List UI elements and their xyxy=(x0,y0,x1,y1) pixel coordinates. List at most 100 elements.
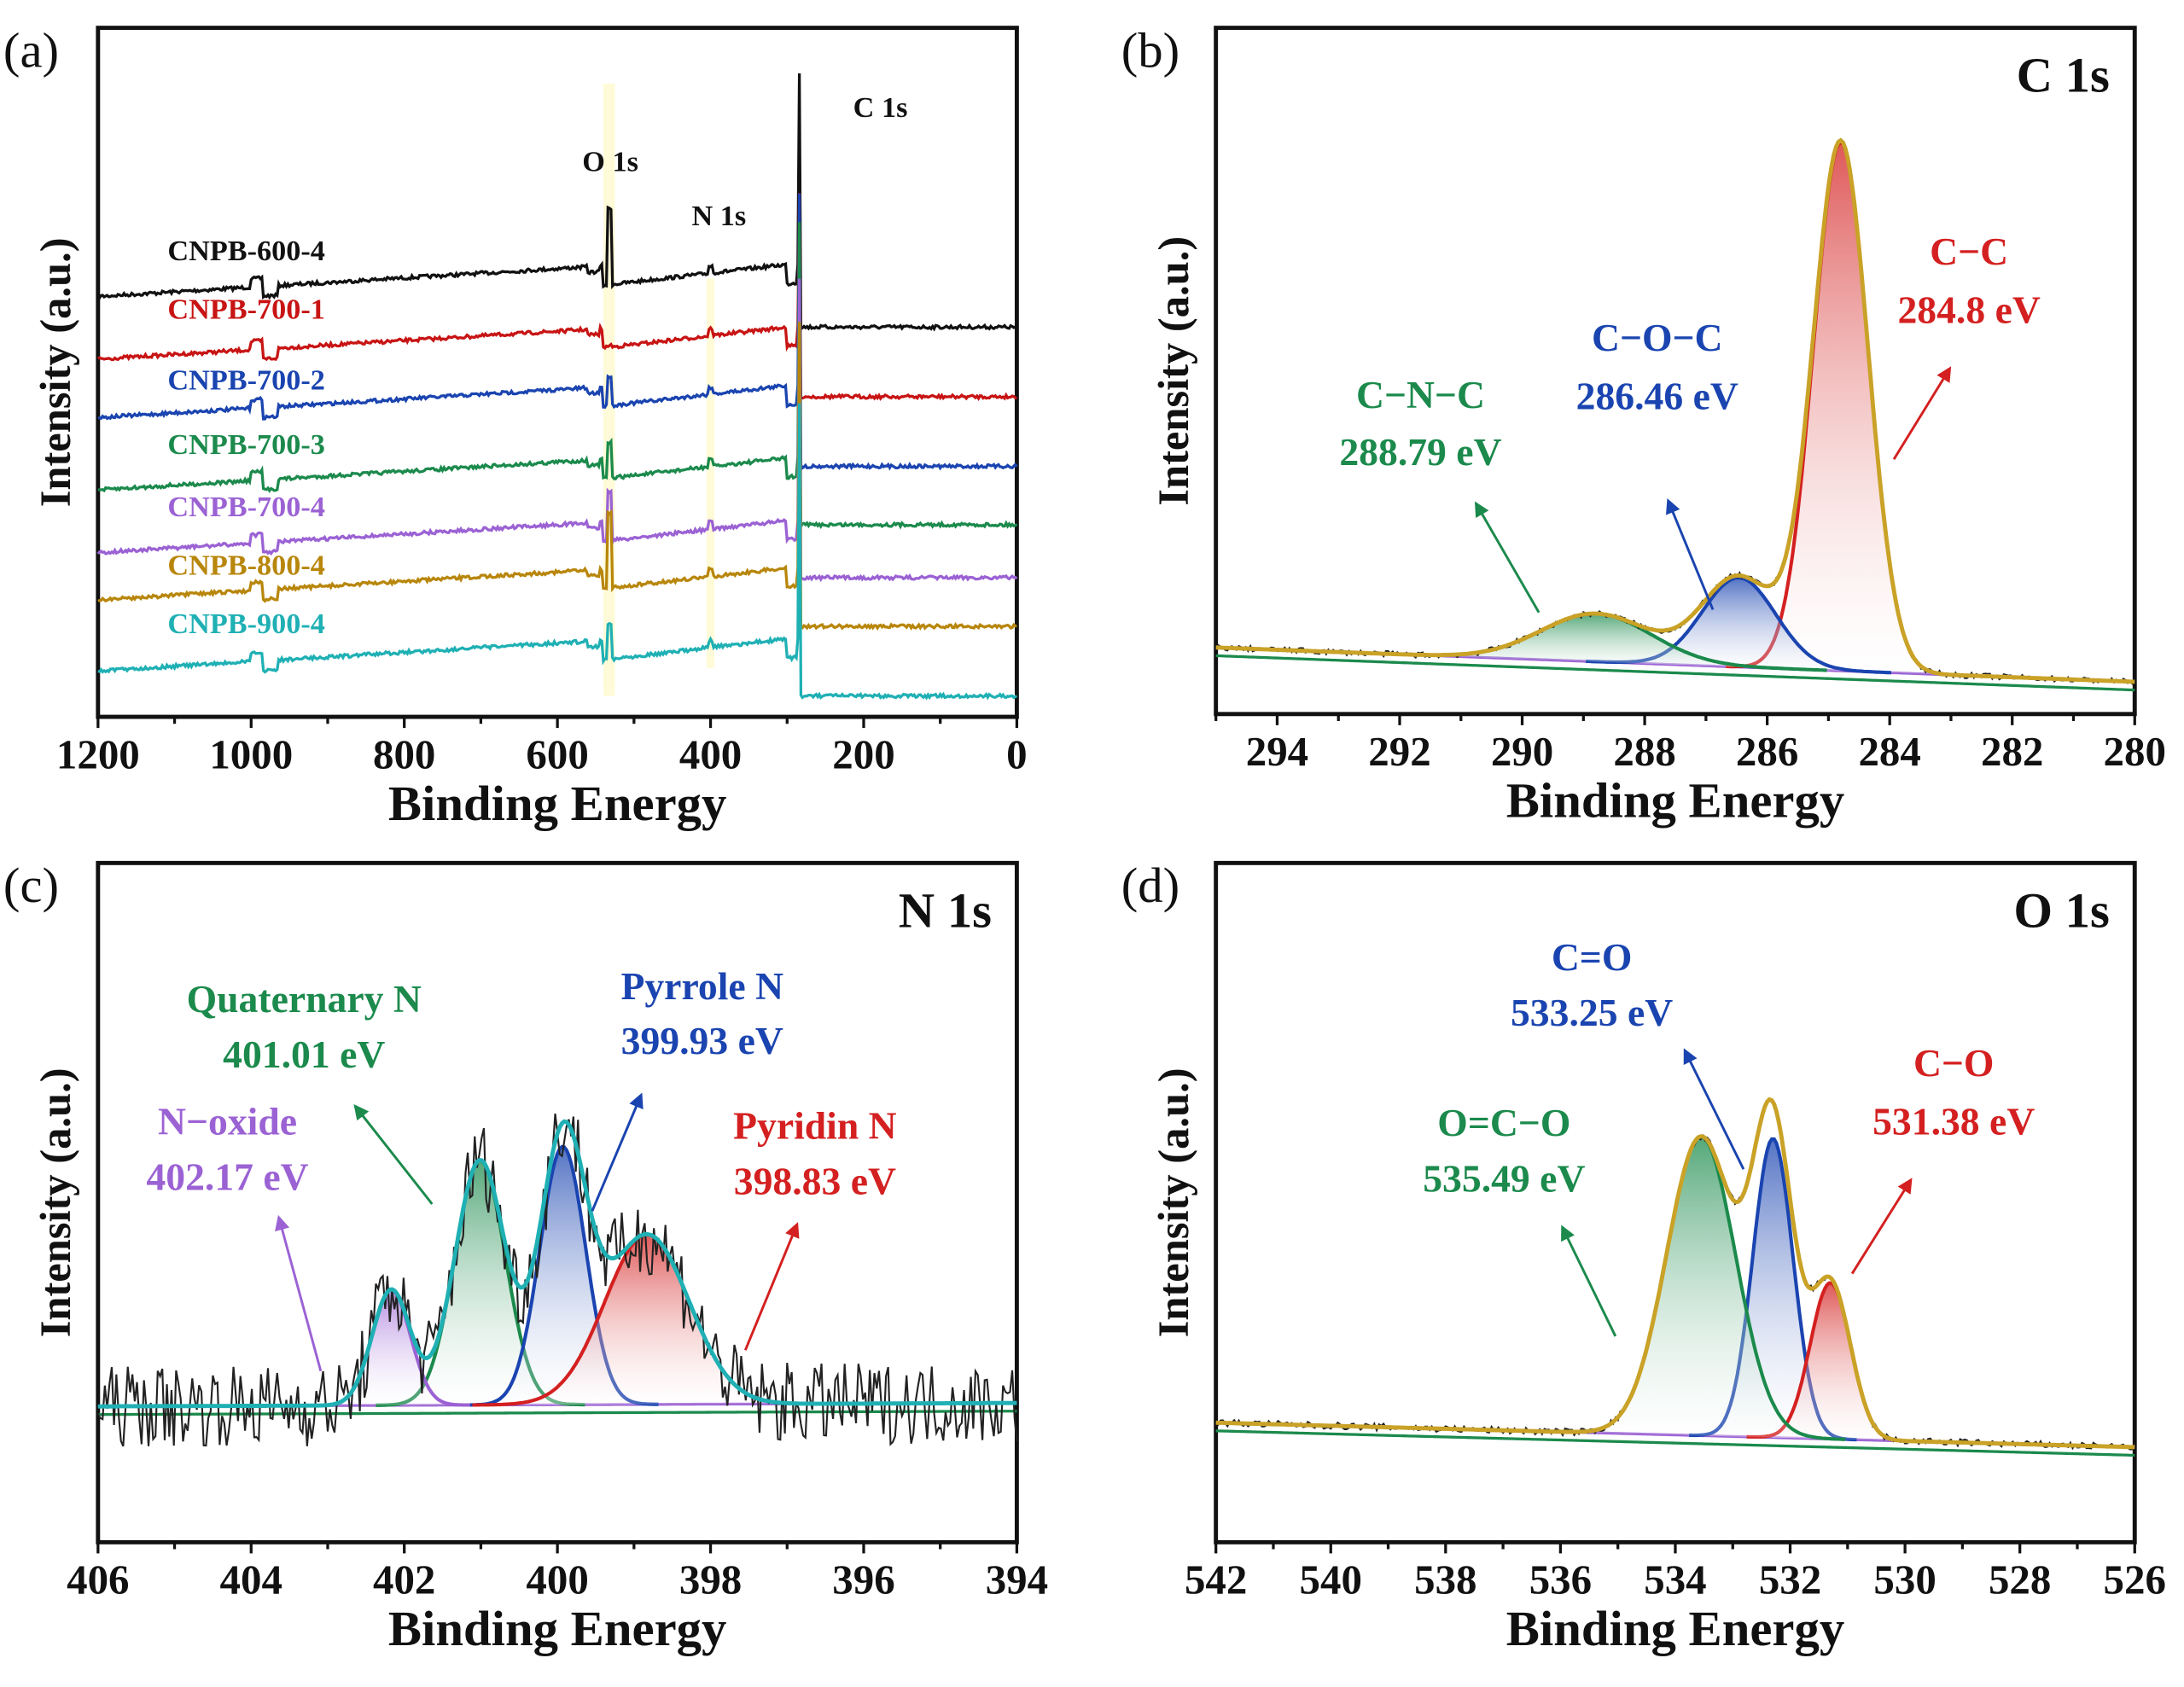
panel-title: C 1s xyxy=(2017,48,2110,103)
background-line xyxy=(1215,1429,2135,1457)
component-label: C−O xyxy=(1913,1041,1995,1085)
annotation-arrow xyxy=(1850,1178,1913,1275)
x-tick-label: 600 xyxy=(526,730,588,777)
annotation-arrow xyxy=(275,1214,323,1372)
component-fill xyxy=(1746,1283,1914,1442)
legend-label: CNPB-700-3 xyxy=(167,428,325,461)
x-tick-label: 532 xyxy=(1759,1556,1821,1603)
legend-label: CNPB-900-4 xyxy=(167,608,325,640)
annotation-arrow xyxy=(1474,501,1540,614)
component-energy-label: 286.46 eV xyxy=(1576,375,1738,418)
panel-label: (b) xyxy=(1121,22,1179,78)
fit-envelope-line xyxy=(97,1119,1017,1409)
panel-label: (c) xyxy=(3,858,59,913)
x-tick-label: 290 xyxy=(1491,728,1553,775)
component-label: Pyridin N xyxy=(733,1103,897,1147)
x-tick-label: 282 xyxy=(1981,728,2043,775)
annotation-arrow xyxy=(591,1092,644,1212)
component-fill xyxy=(472,1234,822,1405)
survey-spectrum-line xyxy=(96,278,1018,583)
plot-frame xyxy=(1214,26,2137,717)
component-label: C−N−C xyxy=(1356,373,1485,416)
legend-label: CNPB-700-1 xyxy=(167,294,325,326)
x-tick-label: 526 xyxy=(2104,1556,2166,1603)
component-energy-label: 402.17 eV xyxy=(146,1155,308,1199)
n1s-highlight xyxy=(707,278,715,668)
x-tick-label: 402 xyxy=(373,1556,435,1603)
annotation-arrow xyxy=(743,1222,800,1351)
x-tick-label: 542 xyxy=(1185,1556,1247,1603)
x-tick-label: 394 xyxy=(986,1556,1048,1603)
x-tick-label: 396 xyxy=(832,1556,894,1603)
x-axis-label: Binding Energy xyxy=(388,1601,726,1656)
x-tick-label: 294 xyxy=(1246,728,1308,775)
survey-spectrum-line xyxy=(97,193,1017,401)
x-axis-label: Binding Energy xyxy=(1506,1601,1844,1656)
x-tick-label: 284 xyxy=(1858,728,1920,775)
panel-b: 294 292 290 288 286 284 282 280 Binding Energy In… xyxy=(1121,22,2166,828)
panel-c: 406 404 402 400 398 396 394 Binding Energy Inten… xyxy=(3,858,1048,1656)
x-tick-label: 534 xyxy=(1644,1556,1706,1603)
x-tick-label: 1000 xyxy=(209,730,293,777)
component-label: Quaternary N xyxy=(187,977,422,1021)
peak-label: N 1s xyxy=(691,200,746,232)
fit-envelope-line xyxy=(1215,137,2135,684)
component-fill xyxy=(1365,614,1827,671)
component-label: C−O−C xyxy=(1592,316,1723,359)
component-energy-label: 401.01 eV xyxy=(223,1033,385,1076)
x-tick-label: 400 xyxy=(526,1556,588,1603)
component-fill xyxy=(1689,1138,1857,1440)
legend-label: CNPB-800-4 xyxy=(167,550,325,582)
component-energy-label: 288.79 eV xyxy=(1339,430,1501,474)
x-axis-label: Binding Energy xyxy=(1506,773,1844,829)
x-tick-label: 280 xyxy=(2104,728,2166,775)
legend-label: CNPB-700-4 xyxy=(167,491,325,523)
survey-spectrum-line xyxy=(97,322,1017,631)
y-axis-label: Intensity (a.u.) xyxy=(1150,1067,1197,1337)
x-axis-label: Binding Energy xyxy=(388,776,726,831)
annotation-arrow xyxy=(1561,1225,1617,1337)
panel-label: (a) xyxy=(3,22,59,78)
x-tick-label: 540 xyxy=(1300,1556,1362,1603)
component-fill xyxy=(376,1161,585,1406)
x-tick-label: 800 xyxy=(373,730,435,777)
x-tick-label: 530 xyxy=(1873,1556,1936,1603)
x-tick-label: 200 xyxy=(832,730,894,777)
x-tick-label: 292 xyxy=(1368,728,1430,775)
component-energy-label: 531.38 eV xyxy=(1872,1099,2035,1143)
x-tick-label: 536 xyxy=(1529,1556,1592,1603)
x-tick-label: 406 xyxy=(67,1556,129,1603)
peak-label: C 1s xyxy=(853,91,908,124)
survey-spectrum-line xyxy=(97,403,1018,701)
component-fill xyxy=(1558,1137,1846,1440)
component-label: O=C−O xyxy=(1437,1101,1570,1144)
x-tick-label: 400 xyxy=(679,730,742,777)
panel-title: O 1s xyxy=(2013,882,2110,938)
survey-spectrum-line xyxy=(96,73,1017,332)
panel-title: N 1s xyxy=(899,882,992,938)
component-fill xyxy=(468,1146,659,1405)
component-label: C−C xyxy=(1930,230,2008,273)
legend-label: CNPB-700-2 xyxy=(167,364,325,397)
x-tick-label: 1200 xyxy=(56,730,140,777)
panel-d: 542 540 538 536 534 532 530 528 526 Binding Energ… xyxy=(1121,858,2166,1656)
x-tick-label: 404 xyxy=(220,1556,282,1603)
component-energy-label: 535.49 eV xyxy=(1423,1156,1585,1200)
component-fill xyxy=(312,1289,470,1406)
y-axis-label: Intensity (a.u.) xyxy=(32,237,79,507)
x-tick-label: 538 xyxy=(1414,1556,1476,1603)
component-energy-label: 284.8 eV xyxy=(1897,288,2040,331)
y-axis-label: Intensity (a.u.) xyxy=(1150,236,1197,506)
component-fill xyxy=(1586,578,1891,673)
panel-label: (d) xyxy=(1121,858,1179,913)
survey-spectrum-line xyxy=(97,222,1018,532)
annotation-arrow xyxy=(1683,1048,1745,1170)
x-tick-label: 398 xyxy=(679,1556,742,1603)
y-axis-label: Intensity (a.u.) xyxy=(32,1067,79,1337)
legend-label: CNPB-600-4 xyxy=(167,235,325,267)
fit-envelope-line xyxy=(1215,1097,2135,1450)
component-label: Pyrrole N xyxy=(620,964,783,1008)
x-tick-label: 286 xyxy=(1736,728,1798,775)
panel-a: 1200 1000 800 600 400 200 0 Binding Energy Inten… xyxy=(3,22,1028,830)
